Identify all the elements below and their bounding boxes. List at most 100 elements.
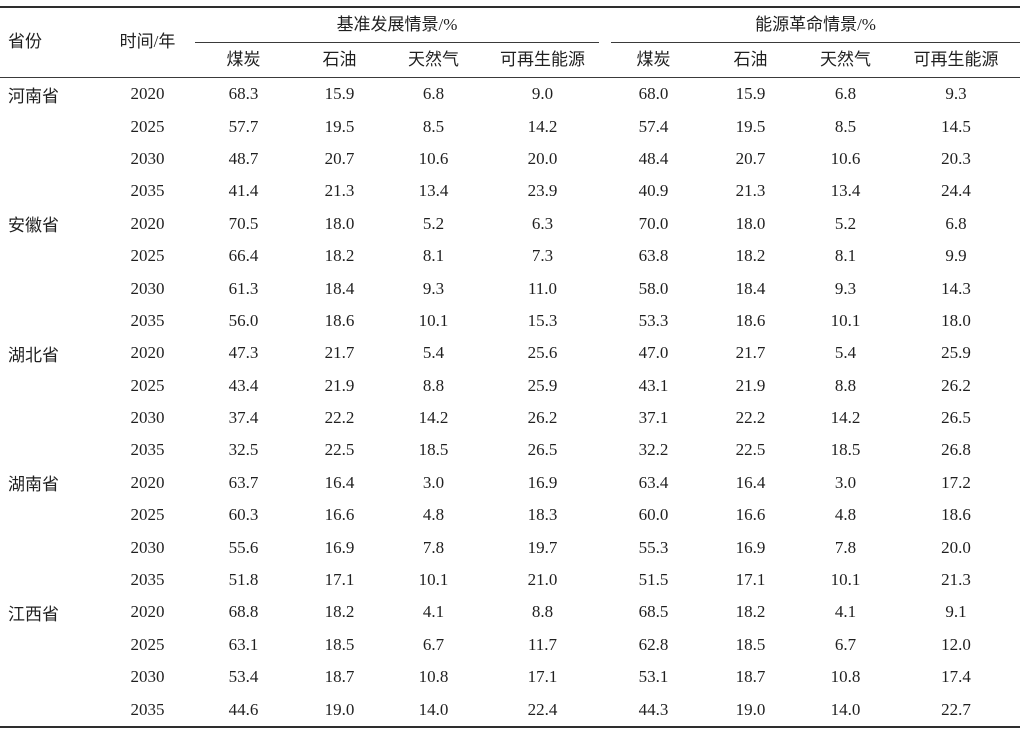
baseline-value-cell: 21.7 <box>324 343 355 363</box>
baseline-value-cell: 63.7 <box>228 472 259 492</box>
revolution-value-cell: 18.0 <box>735 213 766 233</box>
baseline-value-cell: 11.7 <box>527 634 558 654</box>
baseline-value-cell: 47.3 <box>228 343 259 363</box>
baseline-value-cell: 18.7 <box>324 667 355 687</box>
baseline-value-cell: 8.8 <box>422 375 445 395</box>
baseline-value-cell: 7.8 <box>422 537 445 557</box>
baseline-value-cell: 44.6 <box>228 699 259 719</box>
province-cell <box>0 499 100 531</box>
province-cell <box>0 272 100 304</box>
revolution-value-cell: 17.1 <box>735 570 766 590</box>
baseline-value-cell: 14.2 <box>418 408 449 428</box>
table-row: 2030 55.6 16.9 7.8 19.7 55.3 16.9 7.8 20.0 <box>0 531 1020 563</box>
year-cell: 2020 <box>130 84 165 104</box>
baseline-value-cell: 63.1 <box>228 634 259 654</box>
revolution-value-cell: 47.0 <box>638 343 669 363</box>
province-cell <box>0 531 100 563</box>
province-cell: 安徽省 <box>8 216 59 236</box>
revolution-value-cell: 18.2 <box>735 246 766 266</box>
revolution-value-cell: 20.3 <box>941 148 971 168</box>
baseline-value-cell: 19.5 <box>324 116 355 136</box>
baseline-value-cell: 16.6 <box>324 505 355 525</box>
year-cell: 2030 <box>130 148 165 168</box>
baseline-value-cell: 43.4 <box>228 375 259 395</box>
year-cell: 2020 <box>130 602 165 622</box>
baseline-value-cell: 18.2 <box>324 246 355 266</box>
table-row: 湖北省 2020 47.3 21.7 5.4 25.6 47.0 21.7 5.4 25.9 <box>0 337 1020 369</box>
province-cell <box>0 661 100 693</box>
baseline-value-cell: 17.1 <box>324 570 355 590</box>
baseline-value-cell: 20.7 <box>324 148 355 168</box>
col-header-revolution-oil: 石油 <box>702 43 800 78</box>
baseline-value-cell: 8.1 <box>422 246 445 266</box>
baseline-value-cell: 23.9 <box>527 181 558 201</box>
baseline-value-cell: 6.3 <box>531 213 554 233</box>
revolution-value-cell: 20.7 <box>735 148 766 168</box>
baseline-value-cell: 16.4 <box>324 472 355 492</box>
baseline-value-cell: 5.2 <box>422 213 445 233</box>
revolution-value-cell: 19.0 <box>735 699 766 719</box>
revolution-value-cell: 70.0 <box>638 213 669 233</box>
baseline-value-cell: 6.8 <box>422 84 445 104</box>
table-row: 2035 51.8 17.1 10.1 21.0 51.5 17.1 10.1 21.3 <box>0 564 1020 596</box>
revolution-value-cell: 21.9 <box>735 375 766 395</box>
col-header-baseline-renewable: 可再生能源 <box>480 43 606 78</box>
table-row: 2035 32.5 22.5 18.5 26.5 32.2 22.5 18.5 26.8 <box>0 434 1020 466</box>
year-cell: 2035 <box>130 181 165 201</box>
baseline-value-cell: 8.5 <box>422 116 445 136</box>
province-cell <box>0 370 100 402</box>
baseline-value-cell: 19.0 <box>324 699 355 719</box>
baseline-value-cell: 61.3 <box>228 278 259 298</box>
baseline-value-cell: 70.5 <box>228 213 259 233</box>
header-row-subcols: 煤炭 石油 天然气 可再生能源 煤炭 石油 天然气 可再生能源 <box>0 43 1020 78</box>
revolution-value-cell: 21.3 <box>735 181 766 201</box>
revolution-value-cell: 6.7 <box>834 634 857 654</box>
year-cell: 2035 <box>130 699 165 719</box>
baseline-value-cell: 18.4 <box>324 278 355 298</box>
col-header-year: 时间/年 <box>100 7 195 78</box>
year-cell: 2025 <box>130 634 165 654</box>
revolution-value-cell: 32.2 <box>638 440 669 460</box>
revolution-value-cell: 5.4 <box>834 343 857 363</box>
year-cell: 2025 <box>130 116 165 136</box>
baseline-value-cell: 20.0 <box>527 148 558 168</box>
year-cell: 2025 <box>130 246 165 266</box>
table-row: 湖南省 2020 63.7 16.4 3.0 16.9 63.4 16.4 3.0 17.2 <box>0 467 1020 499</box>
revolution-value-cell: 43.1 <box>638 375 669 395</box>
baseline-value-cell: 5.4 <box>422 343 445 363</box>
revolution-value-cell: 9.3 <box>945 84 967 104</box>
revolution-value-cell: 26.8 <box>941 440 971 460</box>
baseline-value-cell: 25.6 <box>527 343 558 363</box>
revolution-value-cell: 63.4 <box>638 472 669 492</box>
baseline-value-cell: 51.8 <box>228 570 259 590</box>
baseline-value-cell: 56.0 <box>228 310 259 330</box>
year-cell: 2035 <box>130 440 165 460</box>
baseline-value-cell: 37.4 <box>228 408 259 428</box>
col-header-baseline-coal: 煤炭 <box>195 43 292 78</box>
revolution-value-cell: 22.7 <box>941 699 971 719</box>
baseline-value-cell: 18.6 <box>324 310 355 330</box>
revolution-value-cell: 68.5 <box>638 602 669 622</box>
revolution-value-cell: 18.2 <box>735 602 766 622</box>
table-body: 河南省 2020 68.3 15.9 6.8 9.0 68.0 15.9 6.8 9.3 2025 5… <box>0 78 1020 727</box>
revolution-value-cell: 8.5 <box>834 116 857 136</box>
baseline-value-cell: 10.8 <box>418 667 449 687</box>
revolution-value-cell: 9.9 <box>945 246 967 266</box>
col-header-revolution-coal: 煤炭 <box>605 43 703 78</box>
baseline-value-cell: 68.8 <box>228 602 259 622</box>
table-row: 2030 48.7 20.7 10.6 20.0 48.4 20.7 10.6 20.3 <box>0 143 1020 175</box>
revolution-value-cell: 18.5 <box>830 440 861 460</box>
province-cell <box>0 143 100 175</box>
year-cell: 2035 <box>130 570 165 590</box>
revolution-value-cell: 18.7 <box>735 667 766 687</box>
revolution-value-cell: 18.6 <box>941 505 971 525</box>
revolution-value-cell: 62.8 <box>638 634 669 654</box>
baseline-value-cell: 7.3 <box>531 246 554 266</box>
province-cell <box>0 693 100 726</box>
baseline-value-cell: 10.6 <box>418 148 449 168</box>
col-header-baseline-oil: 石油 <box>292 43 387 78</box>
revolution-value-cell: 8.1 <box>834 246 857 266</box>
baseline-value-cell: 10.1 <box>418 310 449 330</box>
revolution-value-cell: 6.8 <box>834 84 857 104</box>
baseline-value-cell: 21.3 <box>324 181 355 201</box>
